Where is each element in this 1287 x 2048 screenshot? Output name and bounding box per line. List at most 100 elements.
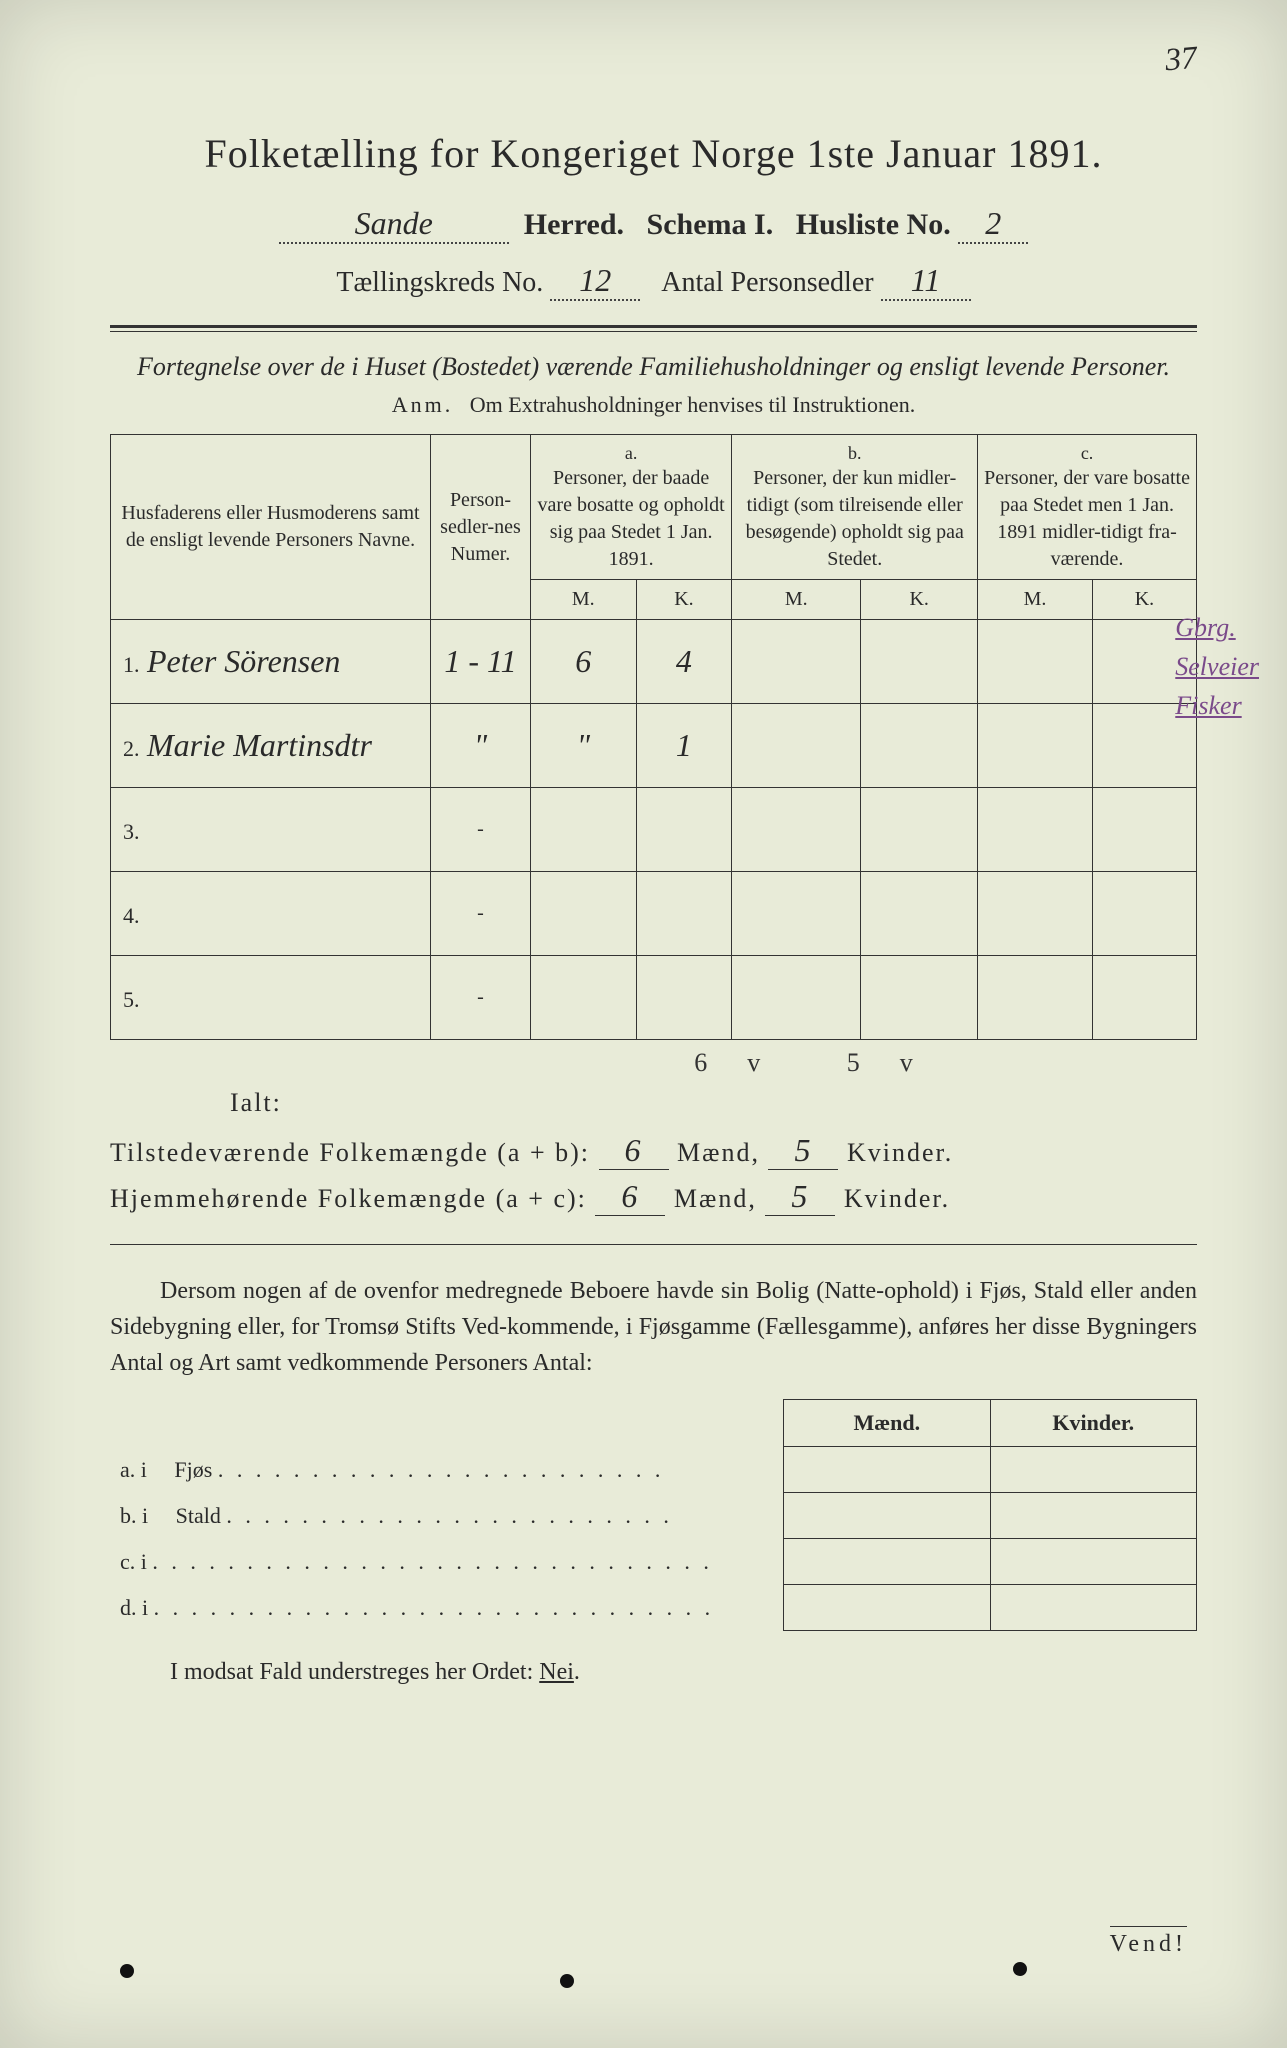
table-row: 5. -	[111, 956, 1197, 1040]
sum2-k: 5	[791, 1178, 809, 1214]
kvinder-label: Kvinder.	[844, 1184, 950, 1213]
nei-pre: I modsat Fald understreges her Ordet:	[170, 1659, 539, 1685]
row-num: 1.	[123, 652, 147, 678]
herred-label: Herred.	[524, 208, 624, 241]
table-row: b. i Stald . . . . . . . . . . . . . . .…	[110, 1493, 1197, 1539]
row-num: 3.	[123, 819, 147, 845]
husliste-value: 2	[985, 205, 1001, 241]
dots: . . . . . . . . . . . . . . . . . . . . …	[154, 1595, 715, 1620]
header-line-herred: Sande Herred. Schema I. Husliste No. 2	[110, 205, 1197, 244]
cell: 4	[676, 643, 692, 679]
sum1-m: 6	[625, 1132, 643, 1168]
table-row: c. i . . . . . . . . . . . . . . . . . .…	[110, 1539, 1197, 1585]
maend-label: Mænd,	[674, 1184, 757, 1213]
margin-note: Gbrg.	[1175, 608, 1259, 647]
th-c-label: c.	[984, 441, 1190, 465]
th-a-text: Personer, der baade vare bosatte og opho…	[537, 465, 725, 573]
main-table: Husfaderens eller Husmoderens samt de en…	[110, 434, 1197, 1040]
th-b-k: K.	[861, 580, 978, 620]
row-numer: "	[474, 727, 487, 763]
punch-hole	[120, 1964, 134, 1978]
row-name: Peter Sörensen	[147, 643, 340, 679]
cell: 1	[676, 727, 692, 763]
nei-line: I modsat Fald understreges her Ordet: Ne…	[170, 1659, 1197, 1686]
sum-resident: Hjemmehørende Folkemængde (a + c): 6 Mæn…	[110, 1178, 1197, 1216]
row-type: Fjøs	[174, 1457, 212, 1482]
th-b-label: b.	[738, 441, 971, 465]
th-c-m: M.	[978, 580, 1093, 620]
margin-note: Selveier	[1175, 647, 1259, 686]
below-table-tally: 6v 5v	[450, 1048, 1197, 1078]
th-a-label: a.	[537, 441, 725, 465]
sum2-m: 6	[621, 1178, 639, 1214]
header-line-kreds: Tællingskreds No. 12 Antal Personsedler …	[110, 262, 1197, 301]
row-numer: -	[477, 902, 484, 924]
row-numer: -	[477, 986, 484, 1008]
kreds-value: 12	[579, 262, 611, 298]
dots: . . . . . . . . . . . . . . . . . . . . …	[218, 1457, 665, 1482]
row-num: 2.	[123, 736, 147, 762]
th-c: c. Personer, der vare bosatte paa Stedet…	[978, 435, 1197, 580]
form-title: Folketælling for Kongeriget Norge 1ste J…	[110, 130, 1197, 177]
anm-prefix: Anm.	[392, 392, 454, 417]
table-row: 3. -	[111, 788, 1197, 872]
row-numer: 1 - 11	[444, 643, 516, 679]
row-letter: a. i	[120, 1457, 147, 1482]
antal-value: 11	[911, 262, 941, 298]
dots: . . . . . . . . . . . . . . . . . . . . …	[226, 1503, 673, 1528]
punch-hole	[560, 1974, 574, 1988]
schema-label: Schema I.	[647, 208, 774, 241]
sum-present: Tilstedeværende Folkemængde (a + b): 6 M…	[110, 1132, 1197, 1170]
th-b-text: Personer, der kun midler-tidigt (som til…	[738, 465, 971, 573]
para-text: Dersom nogen af de ovenfor medregnede Be…	[110, 1278, 1197, 1376]
kvinder-label: Kvinder.	[847, 1138, 953, 1167]
th-numer: Person-sedler-nes Numer.	[431, 435, 531, 620]
divider	[110, 1244, 1197, 1245]
row-num: 5.	[123, 987, 147, 1013]
th-c-text: Personer, der vare bosatte paa Stedet me…	[984, 465, 1190, 573]
row-num: 4.	[123, 903, 147, 929]
page-number-handwritten: 37	[1163, 39, 1198, 79]
anm-text: Om Extrahusholdninger henvises til Instr…	[470, 392, 915, 417]
outbuilding-para: Dersom nogen af de ovenfor medregnede Be…	[110, 1273, 1197, 1381]
th-kvinder: Kvinder.	[990, 1400, 1196, 1447]
table-row: d. i . . . . . . . . . . . . . . . . . .…	[110, 1585, 1197, 1631]
table-row: 1.Peter Sörensen 1 - 11 6 4	[111, 620, 1197, 704]
row-name: Marie Martinsdtr	[147, 727, 372, 763]
divider-double	[110, 325, 1197, 332]
antal-label: Antal Personsedler	[661, 267, 873, 298]
th-names: Husfaderens eller Husmoderens samt de en…	[111, 435, 431, 620]
sum1-label: Tilstedeværende Folkemængde (a + b):	[110, 1138, 590, 1167]
th-a: a. Personer, der baade vare bosatte og o…	[531, 435, 732, 580]
census-form-page: 37 Folketælling for Kongeriget Norge 1st…	[0, 0, 1287, 2048]
table-row: 2.Marie Martinsdtr " " 1	[111, 704, 1197, 788]
kreds-label: Tællingskreds No.	[336, 267, 543, 298]
table-row: a. i Fjøs . . . . . . . . . . . . . . . …	[110, 1447, 1197, 1493]
vend-label: Vend!	[1110, 1926, 1187, 1958]
th-b: b. Personer, der kun midler-tidigt (som …	[732, 435, 978, 580]
table-row: 4. -	[111, 872, 1197, 956]
cell: "	[577, 727, 590, 763]
maend-label: Mænd,	[677, 1138, 760, 1167]
row-letter: d. i	[120, 1595, 148, 1620]
outbuilding-table: Mænd. Kvinder. a. i Fjøs . . . . . . . .…	[110, 1399, 1197, 1631]
row-numer: -	[477, 818, 484, 840]
form-subtitle: Fortegnelse over de i Huset (Bostedet) v…	[110, 352, 1197, 382]
row-letter: c. i	[120, 1549, 147, 1574]
margin-notes: Gbrg. Selveier Fisker	[1175, 608, 1259, 725]
cell: 6	[575, 643, 591, 679]
margin-note: Fisker	[1175, 686, 1259, 725]
th-a-m: M.	[531, 580, 637, 620]
nei-word: Nei	[539, 1659, 574, 1685]
sum1-k: 5	[794, 1132, 812, 1168]
anm-line: Anm. Om Extrahusholdninger henvises til …	[110, 392, 1197, 418]
th-maend: Mænd.	[784, 1400, 990, 1447]
punch-hole	[1013, 1962, 1027, 1976]
th-b-m: M.	[732, 580, 861, 620]
dots: . . . . . . . . . . . . . . . . . . . . …	[152, 1549, 713, 1574]
ialt-label: Ialt:	[230, 1088, 1197, 1118]
row-letter: b. i	[120, 1503, 148, 1528]
sum2-label: Hjemmehørende Folkemængde (a + c):	[110, 1184, 587, 1213]
row-type: Stald	[176, 1503, 221, 1528]
husliste-label: Husliste No.	[796, 208, 951, 241]
